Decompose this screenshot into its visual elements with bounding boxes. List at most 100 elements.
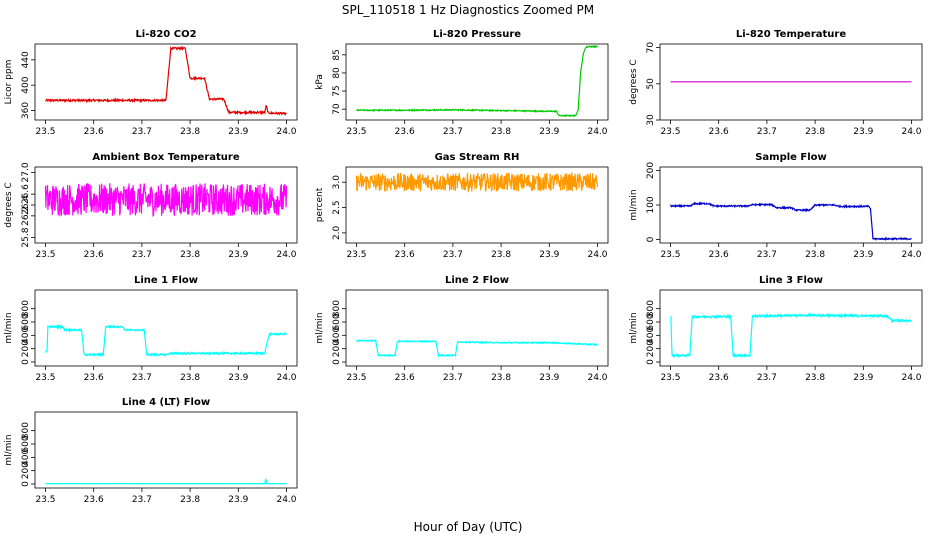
y-tick-label: 200 <box>646 340 656 357</box>
panel-2: Li-820 Pressure 23.5 23.6 23.7 23.8 23.9 24.0 7… <box>315 29 609 137</box>
panel-6: Sample Flow 23.5 23.6 23.7 23.8 23.9 24.0 0 100 2… <box>629 152 923 260</box>
plot-frame <box>659 43 923 121</box>
y-tick-label: 400 <box>21 448 31 465</box>
y-tick-label: 400 <box>21 326 31 343</box>
series-line <box>356 338 598 359</box>
x-tick-label: 23.9 <box>228 250 248 260</box>
x-tick-label: 23.6 <box>709 127 729 137</box>
x-tick-label: 23.9 <box>539 127 559 137</box>
y-tick-label: 200 <box>332 340 342 357</box>
x-tick-label: 23.7 <box>132 127 152 137</box>
y-tick-label: 26.6 <box>21 184 31 204</box>
y-tick-label: 0 <box>332 359 342 365</box>
y-tick-label: 85 <box>332 49 342 60</box>
x-tick-label: 23.6 <box>84 250 104 260</box>
figure-title: SPL_110518 1 Hz Diagnostics Zoomed PM <box>342 3 594 17</box>
y-tick-label: 27.0 <box>21 162 31 182</box>
x-tick-label: 24.0 <box>587 250 607 260</box>
x-tick-label: 23.5 <box>346 250 366 260</box>
x-tick-label: 23.7 <box>132 495 152 505</box>
x-tick-label: 23.5 <box>660 373 680 383</box>
y-tick-label: 360 <box>21 102 31 119</box>
panel-title: Li-820 Temperature <box>736 29 846 40</box>
x-tick-label: 23.9 <box>228 127 248 137</box>
y-tick-label: 600 <box>646 313 656 330</box>
y-tick-label: 50 <box>646 78 656 90</box>
panel-title: Ambient Box Temperature <box>92 152 239 163</box>
y-tick-label: 800 <box>332 300 342 317</box>
x-tick-label: 23.8 <box>805 127 825 137</box>
x-tick-label: 23.7 <box>757 373 777 383</box>
x-tick-label: 23.5 <box>660 250 680 260</box>
y-tick-label: 30 <box>646 114 656 126</box>
x-tick-label: 23.7 <box>757 250 777 260</box>
panel-title: Li-820 Pressure <box>433 29 521 40</box>
x-tick-label: 23.9 <box>853 250 873 260</box>
y-tick-label: 400 <box>646 326 656 343</box>
y-tick-label: 75 <box>332 85 342 96</box>
x-tick-label: 23.9 <box>853 373 873 383</box>
panel-9: Line 3 Flow 23.5 23.6 23.7 23.8 23.9 24.0 0 2004… <box>629 275 923 383</box>
x-tick-label: 23.8 <box>180 127 200 137</box>
panel-title: Line 2 Flow <box>445 275 509 286</box>
plot-frame <box>659 166 923 244</box>
y-axis-label: degrees C <box>629 59 639 104</box>
panel-1: Li-820 CO2 23.5 23.6 23.7 23.8 23.9 24.0 360 400… <box>4 29 298 137</box>
x-tick-label: 24.0 <box>276 250 296 260</box>
x-tick-label: 24.0 <box>901 127 921 137</box>
x-tick-label: 23.5 <box>660 127 680 137</box>
panel-title: Gas Stream RH <box>435 152 520 163</box>
x-tick-label: 23.6 <box>395 250 415 260</box>
panel-title: Li-820 CO2 <box>135 29 196 40</box>
y-tick-label: 100 <box>646 196 656 213</box>
y-tick-label: 800 <box>21 300 31 317</box>
x-tick-label: 23.9 <box>228 495 248 505</box>
series-line <box>45 478 287 485</box>
panel-title: Line 1 Flow <box>134 275 198 286</box>
panel-4: Ambient Box Temperature 23.5 23.6 23.7 23.8 2… <box>4 152 298 260</box>
y-tick-label: 440 <box>21 51 31 68</box>
y-tick-label: 800 <box>21 422 31 439</box>
x-tick-label: 23.5 <box>346 373 366 383</box>
y-tick-label: 26.2 <box>21 206 31 226</box>
y-axis-label: ml/min <box>629 189 639 220</box>
panel-7: Line 1 Flow 23.5 23.6 23.7 23.8 23.9 24.0 0 2004… <box>4 275 298 383</box>
y-axis-label: Licor ppm <box>4 60 14 105</box>
x-tick-label: 23.5 <box>35 250 55 260</box>
series-line <box>45 323 287 358</box>
panel-title: Sample Flow <box>755 152 827 163</box>
y-tick-label: 80 <box>332 67 342 79</box>
x-tick-label: 23.7 <box>443 250 463 260</box>
x-tick-label: 23.8 <box>180 495 200 505</box>
y-axis-label: degrees C <box>4 182 14 227</box>
y-tick-label: 600 <box>21 313 31 330</box>
x-tick-label: 23.7 <box>132 250 152 260</box>
y-axis-label: percent <box>315 187 325 222</box>
x-tick-label: 23.6 <box>84 127 104 137</box>
y-tick-label: 0 <box>646 359 656 365</box>
y-axis-label: ml/min <box>4 312 14 343</box>
y-tick-label: 0 <box>646 236 656 242</box>
series-line <box>44 183 288 218</box>
series-line <box>355 171 599 193</box>
panel-3: Li-820 Temperature 23.5 23.6 23.7 23.8 23.9 24… <box>629 29 923 137</box>
y-tick-label: 25.8 <box>21 227 31 247</box>
plot-frame <box>34 43 298 121</box>
x-tick-label: 23.6 <box>84 373 104 383</box>
x-tick-label: 23.5 <box>35 373 55 383</box>
y-tick-label: 200 <box>21 340 31 357</box>
y-tick-label: 0 <box>21 359 31 365</box>
series-line <box>669 201 912 242</box>
series-line <box>669 312 912 359</box>
x-tick-label: 23.8 <box>180 373 200 383</box>
x-tick-label: 23.8 <box>180 250 200 260</box>
y-tick-label: 70 <box>332 103 342 115</box>
y-tick-label: 3.0 <box>332 175 342 190</box>
x-tick-label: 23.6 <box>395 127 415 137</box>
x-tick-label: 23.9 <box>539 373 559 383</box>
y-tick-label: 2.5 <box>332 200 342 214</box>
y-tick-label: 0 <box>21 481 31 487</box>
x-tick-label: 24.0 <box>587 127 607 137</box>
y-tick-label: 400 <box>332 326 342 343</box>
